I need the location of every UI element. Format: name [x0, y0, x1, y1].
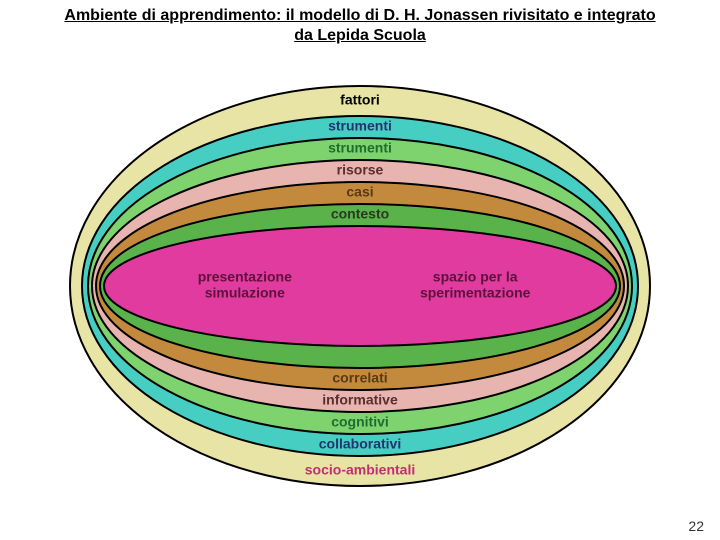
ring-label-bottom-4: correlati [332, 370, 387, 386]
ring-label-bottom-1: collaborativi [319, 436, 401, 452]
page-number: 22 [688, 518, 704, 534]
ring-label-bottom-3: informative [322, 392, 398, 408]
ring-label-top-2: strumenti [328, 140, 392, 156]
ring-label-bottom-0: socio-ambientali [305, 462, 415, 478]
core-right-1: spazio per la [433, 269, 518, 285]
onion-diagram: fattori socio-ambientali strumenti collabor… [0, 56, 720, 496]
core-ellipse [104, 226, 616, 346]
core-left-1: presentazione [198, 269, 292, 285]
core-left-2: simulazione [205, 285, 285, 301]
core-right-2: sperimentazione [420, 285, 531, 301]
ring-label-top-3: risorse [337, 162, 384, 178]
ring-label-top-5: contesto [331, 206, 389, 222]
ring-label-top-0: fattori [340, 92, 380, 108]
slide-title: Ambiente di apprendimento: il modello di… [0, 0, 720, 46]
diagram-stage: fattori socio-ambientali strumenti collabor… [0, 56, 720, 496]
ring-label-top-1: strumenti [328, 118, 392, 134]
ring-label-top-4: casi [346, 184, 373, 200]
ring-label-bottom-2: cognitivi [331, 414, 389, 430]
